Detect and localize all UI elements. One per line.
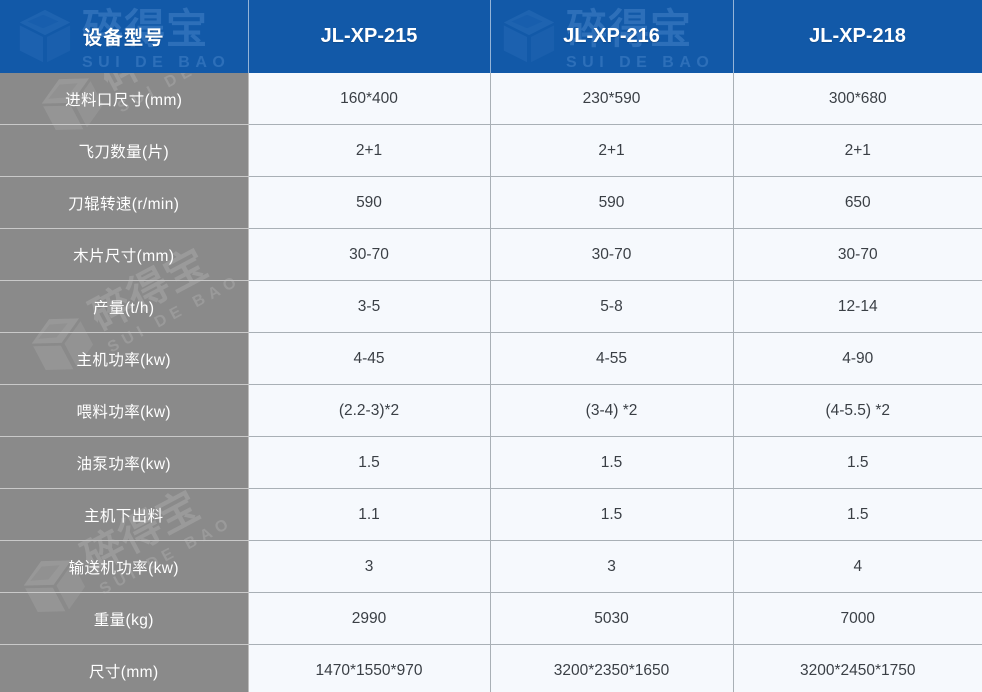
row-value: 5-8 — [490, 280, 734, 333]
row-value: 1.5 — [733, 436, 982, 489]
row-value: 3200*2350*1650 — [490, 644, 734, 692]
table-row: 主机下出料 1.1 1.5 1.5 — [0, 488, 982, 541]
header-text: JL-XP-218 — [809, 25, 906, 47]
row-label: 输送机功率(kw) — [0, 540, 249, 593]
row-label: 主机功率(kw) — [0, 332, 249, 385]
row-value: 160*400 — [248, 73, 491, 125]
row-label: 主机下出料 — [0, 488, 249, 541]
table-row: 输送机功率(kw) 3 3 4 — [0, 540, 982, 593]
column-header-jl-xp-216: JL-XP-216 — [490, 0, 733, 73]
row-label: 刀辊转速(r/min) — [0, 176, 249, 229]
table-row: 喂料功率(kw) (2.2-3)*2 (3-4) *2 (4-5.5) *2 — [0, 384, 982, 437]
column-header-model-label: 设备型号 — [0, 0, 248, 73]
row-value: (2.2-3)*2 — [248, 384, 491, 437]
row-value: 30-70 — [490, 228, 734, 281]
row-value: 1.5 — [490, 436, 734, 489]
row-value: 7000 — [733, 592, 982, 645]
row-value: 1.1 — [248, 488, 491, 541]
row-label: 木片尺寸(mm) — [0, 228, 249, 281]
row-value: 1.5 — [733, 488, 982, 541]
row-value: 1.5 — [490, 488, 734, 541]
table-row: 重量(kg) 2990 5030 7000 — [0, 592, 982, 645]
table-body: 进料口尺寸(mm) 160*400 230*590 300*680 飞刀数量(片… — [0, 73, 982, 692]
row-value: 2+1 — [733, 124, 982, 177]
table-row: 主机功率(kw) 4-45 4-55 4-90 — [0, 332, 982, 385]
row-value: (4-5.5) *2 — [733, 384, 982, 437]
row-value: 2+1 — [248, 124, 491, 177]
row-value: 4-45 — [248, 332, 491, 385]
header-text: JL-XP-215 — [320, 25, 418, 47]
row-label: 油泵功率(kw) — [0, 436, 249, 489]
row-value: 1.5 — [248, 436, 491, 489]
row-value: 5030 — [490, 592, 734, 645]
table-row: 飞刀数量(片) 2+1 2+1 2+1 — [0, 124, 982, 177]
table-row: 产量(t/h) 3-5 5-8 12-14 — [0, 280, 982, 333]
row-value: 4-90 — [733, 332, 982, 385]
row-value: 3 — [490, 540, 734, 593]
row-label: 喂料功率(kw) — [0, 384, 249, 437]
row-label: 飞刀数量(片) — [0, 124, 249, 177]
row-value: 3200*2450*1750 — [733, 644, 982, 692]
row-label: 尺寸(mm) — [0, 644, 249, 692]
header-text: 设备型号 — [82, 28, 165, 49]
table-row: 尺寸(mm) 1470*1550*970 3200*2350*1650 3200… — [0, 644, 982, 692]
row-value: 4 — [733, 540, 982, 593]
row-value: 590 — [490, 176, 734, 229]
row-value: 3 — [248, 540, 491, 593]
row-value: 30-70 — [733, 228, 982, 281]
column-header-jl-xp-218: JL-XP-218 — [733, 0, 982, 73]
row-value: (3-4) *2 — [490, 384, 734, 437]
row-value: 230*590 — [490, 73, 734, 125]
table-head: 设备型号 JL-XP-215 JL-XP-216 JL-XP-218 — [0, 0, 982, 73]
row-value: 1470*1550*970 — [248, 644, 491, 692]
row-value: 300*680 — [733, 73, 982, 125]
row-value: 4-55 — [490, 332, 734, 385]
header-text: JL-XP-216 — [563, 25, 660, 47]
row-value: 30-70 — [248, 228, 491, 281]
table-row: 刀辊转速(r/min) 590 590 650 — [0, 176, 982, 229]
table-row: 进料口尺寸(mm) 160*400 230*590 300*680 — [0, 73, 982, 125]
row-value: 650 — [733, 176, 982, 229]
row-label: 产量(t/h) — [0, 280, 249, 333]
row-value: 2+1 — [490, 124, 734, 177]
header-row: 设备型号 JL-XP-215 JL-XP-216 JL-XP-218 — [0, 0, 982, 73]
row-label: 进料口尺寸(mm) — [0, 73, 249, 125]
table-row: 木片尺寸(mm) 30-70 30-70 30-70 — [0, 228, 982, 281]
row-value: 2990 — [248, 592, 491, 645]
table-row: 油泵功率(kw) 1.5 1.5 1.5 — [0, 436, 982, 489]
row-value: 12-14 — [733, 280, 982, 333]
row-value: 3-5 — [248, 280, 491, 333]
column-header-jl-xp-215: JL-XP-215 — [248, 0, 490, 73]
row-label: 重量(kg) — [0, 592, 249, 645]
row-value: 590 — [248, 176, 491, 229]
